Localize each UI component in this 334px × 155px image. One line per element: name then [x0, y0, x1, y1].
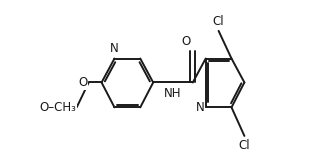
Text: Cl: Cl [238, 139, 250, 152]
Text: O: O [78, 76, 87, 89]
Text: O: O [181, 35, 191, 48]
Text: NH: NH [164, 87, 181, 100]
Text: N: N [110, 42, 119, 55]
Text: Cl: Cl [213, 15, 224, 28]
Text: N: N [195, 101, 204, 114]
Text: O–CH₃: O–CH₃ [39, 101, 76, 114]
